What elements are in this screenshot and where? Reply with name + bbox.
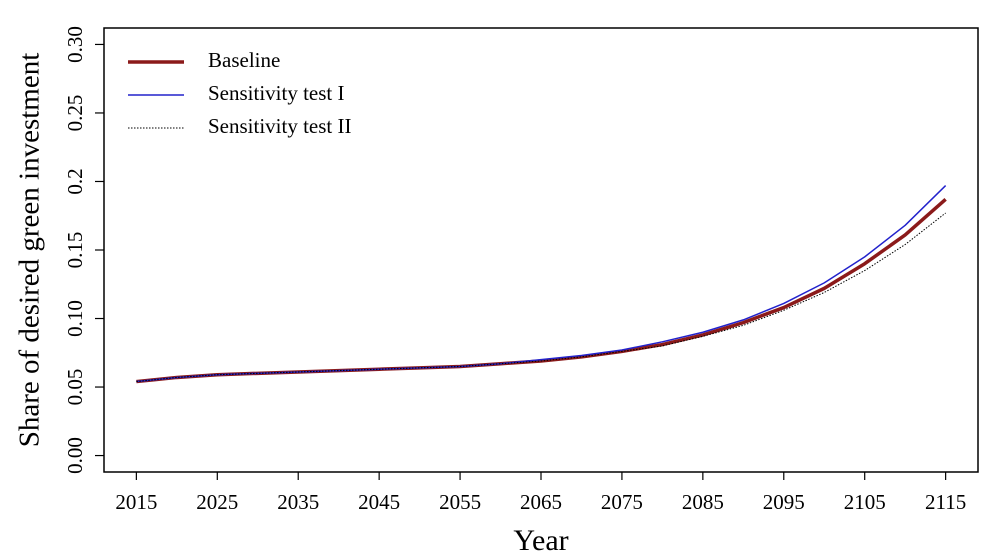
data-line [136,197,947,384]
y-tick-label: 0.15 [63,232,87,269]
y-tick-label: 0.00 [63,437,87,474]
legend-label: Sensitivity test II [208,114,352,138]
legend-label: Sensitivity test I [208,81,345,105]
data-line [136,185,947,383]
x-tick-label: 2115 [925,490,966,514]
y-tick-label: 0.30 [63,26,87,63]
x-tick-label: 2075 [601,490,643,514]
legend-label: Baseline [208,48,280,72]
x-tick-label: 2045 [358,490,400,514]
y-axis-label: Share of desired green investment [14,53,46,448]
x-tick-label: 2055 [439,490,481,514]
y-tick-label: 0.2 [63,168,87,194]
x-tick-label: 2095 [763,490,805,514]
x-tick-label: 2105 [844,490,886,514]
x-tick-label: 2085 [682,490,724,514]
y-tick-label: 0.25 [63,95,87,132]
x-axis-label: Year [513,524,568,557]
x-tick-label: 2015 [115,490,157,514]
y-tick-label: 0.10 [63,300,87,337]
data-line [136,212,946,383]
x-tick-label: 2035 [277,490,319,514]
x-tick-label: 2025 [196,490,238,514]
y-tick-label: 0.05 [63,369,87,406]
x-tick-label: 2065 [520,490,562,514]
